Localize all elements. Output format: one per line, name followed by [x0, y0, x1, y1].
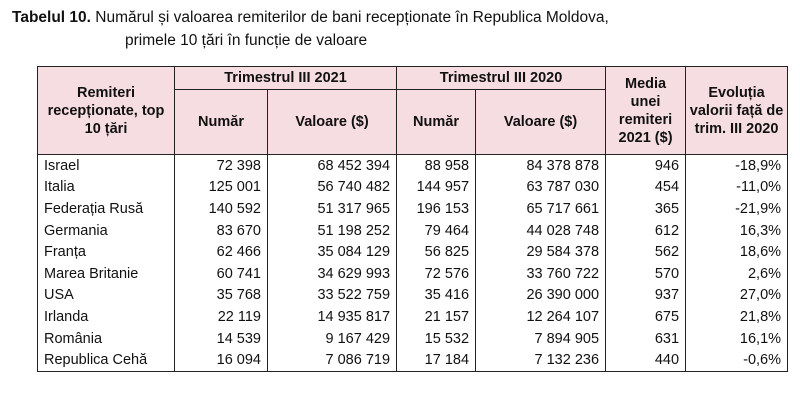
cell-numar-2020: 144 957 — [396, 176, 477, 199]
cell-numar-2020: 17 184 — [396, 349, 477, 372]
header-q3-2020: Trimestrul III 2020 — [396, 66, 607, 90]
cell-media: 570 — [605, 262, 687, 285]
caption-label: Tabelul 10. — [12, 9, 91, 26]
cell-numar-2020: 72 576 — [396, 262, 477, 285]
cell-media: 631 — [605, 327, 687, 350]
cell-media: 365 — [605, 198, 687, 220]
cell-numar-2021: 140 592 — [174, 198, 268, 220]
header-evolutia: Evoluția valorii față de trim. III 2020 — [685, 66, 789, 155]
cell-country: România — [37, 327, 175, 350]
cell-numar-2020: 56 825 — [396, 241, 477, 263]
cell-media: 612 — [605, 219, 687, 242]
header-row-2: Număr Valoare ($) Număr Valoare ($) — [38, 89, 788, 155]
cell-country: Irlanda — [37, 306, 175, 328]
cell-country: Franța — [37, 241, 175, 263]
cell-media: 675 — [605, 306, 687, 328]
caption-line-2: primele 10 țări în funcție de valoare — [125, 32, 368, 49]
cell-country: Federația Rusă — [37, 198, 175, 220]
cell-evolutia: -11,0% — [685, 176, 789, 199]
table-row: Federația Rusă 140 592 51 317 965 196 15… — [37, 198, 789, 220]
cell-evolutia: -18,9% — [685, 153, 789, 177]
cell-numar-2021: 62 466 — [174, 241, 268, 263]
cell-valoare-2020: 29 584 378 — [475, 241, 607, 263]
cell-numar-2021: 72 398 — [174, 153, 268, 177]
cell-country: Marea Britanie — [37, 262, 175, 285]
cell-country: Italia — [37, 176, 175, 199]
cell-media: 562 — [605, 241, 687, 263]
cell-valoare-2021: 7 086 719 — [266, 349, 398, 372]
cell-numar-2020: 196 153 — [396, 198, 477, 220]
cell-evolutia: 27,0% — [685, 284, 789, 307]
header-valoare-2020: Valoare ($) — [475, 89, 607, 155]
cell-valoare-2020: 65 717 661 — [475, 198, 607, 220]
cell-numar-2021: 125 001 — [174, 176, 268, 199]
caption-title: Numărul și valoarea remiterilor de bani … — [90, 9, 609, 26]
cell-numar-2021: 16 094 — [174, 349, 268, 372]
cell-numar-2021: 83 670 — [174, 219, 268, 242]
table-row: Italia 125 001 56 740 482 144 957 63 787… — [37, 176, 789, 199]
cell-numar-2020: 79 464 — [396, 219, 477, 242]
cell-country: Republica Cehă — [37, 349, 175, 372]
cell-valoare-2020: 7 894 905 — [475, 327, 607, 350]
cell-media: 946 — [605, 153, 687, 177]
cell-numar-2021: 22 119 — [174, 306, 268, 328]
cell-evolutia: 2,6% — [685, 262, 789, 285]
cell-valoare-2021: 34 629 993 — [266, 262, 398, 285]
cell-numar-2020: 35 416 — [396, 284, 477, 307]
cell-valoare-2021: 51 317 965 — [266, 198, 398, 220]
header-rowhead: Remiteri recepționate, top 10 țări — [37, 66, 175, 155]
table-row: Germania 83 670 51 198 252 79 464 44 028… — [37, 219, 789, 242]
cell-valoare-2021: 51 198 252 — [266, 219, 398, 242]
table-row: Irlanda 22 119 14 935 817 21 157 12 264 … — [37, 306, 789, 328]
cell-numar-2020: 15 532 — [396, 327, 477, 350]
cell-valoare-2021: 33 522 759 — [266, 284, 398, 307]
cell-valoare-2020: 7 132 236 — [475, 349, 607, 372]
cell-numar-2020: 21 157 — [396, 306, 477, 328]
cell-valoare-2021: 68 452 394 — [266, 153, 398, 177]
table-row: USA 35 768 33 522 759 35 416 26 390 000 … — [37, 284, 789, 307]
cell-valoare-2020: 84 378 878 — [475, 153, 607, 177]
cell-media: 937 — [605, 284, 687, 307]
cell-valoare-2020: 63 787 030 — [475, 176, 607, 199]
cell-media: 440 — [605, 349, 687, 372]
header-q3-2021: Trimestrul III 2021 — [173, 66, 398, 90]
cell-media: 454 — [605, 176, 687, 199]
remittances-table: Remiteri recepționate, top 10 țări Trime… — [37, 66, 789, 372]
table-row: Israel 72 398 68 452 394 88 958 84 378 8… — [37, 153, 789, 177]
header-numar-2020: Număr — [396, 89, 477, 155]
table-row: România 14 539 9 167 429 15 532 7 894 90… — [37, 327, 789, 350]
cell-evolutia: 18,6% — [685, 241, 789, 263]
cell-evolutia: 16,3% — [685, 219, 789, 242]
cell-valoare-2020: 12 264 107 — [475, 306, 607, 328]
table-body: Israel 72 398 68 452 394 88 958 84 378 8… — [37, 153, 789, 372]
cell-valoare-2021: 9 167 429 — [266, 327, 398, 350]
cell-numar-2021: 35 768 — [174, 284, 268, 307]
cell-evolutia: 16,1% — [685, 327, 789, 350]
cell-valoare-2020: 26 390 000 — [475, 284, 607, 307]
cell-numar-2020: 88 958 — [396, 153, 477, 177]
cell-valoare-2021: 35 084 129 — [266, 241, 398, 263]
header-row-1: Remiteri recepționate, top 10 țări Trime… — [37, 66, 789, 155]
cell-numar-2021: 14 539 — [174, 327, 268, 350]
table-caption: Tabelul 10. Numărul și valoarea remiteri… — [12, 6, 788, 52]
cell-valoare-2020: 33 760 722 — [475, 262, 607, 285]
table-row: Franța 62 466 35 084 129 56 825 29 584 3… — [37, 241, 789, 263]
header-numar-2021: Număr — [174, 89, 268, 155]
cell-numar-2021: 60 741 — [174, 262, 268, 285]
cell-evolutia: 21,8% — [685, 306, 789, 328]
table-row: Marea Britanie 60 741 34 629 993 72 576 … — [37, 262, 789, 285]
header-media: Media unei remiteri 2021 ($) — [605, 66, 687, 155]
cell-evolutia: -21,9% — [685, 198, 789, 220]
cell-country: USA — [37, 284, 175, 307]
cell-valoare-2021: 14 935 817 — [266, 306, 398, 328]
cell-country: Germania — [37, 219, 175, 242]
table-row: Republica Cehă 16 094 7 086 719 17 184 7… — [37, 349, 789, 372]
cell-evolutia: -0,6% — [685, 349, 789, 372]
header-valoare-2021: Valoare ($) — [266, 89, 398, 155]
cell-country: Israel — [37, 153, 175, 177]
caption-line-1: Tabelul 10. Numărul și valoarea remiteri… — [12, 6, 788, 29]
cell-valoare-2020: 44 028 748 — [475, 219, 607, 242]
cell-valoare-2021: 56 740 482 — [266, 176, 398, 199]
